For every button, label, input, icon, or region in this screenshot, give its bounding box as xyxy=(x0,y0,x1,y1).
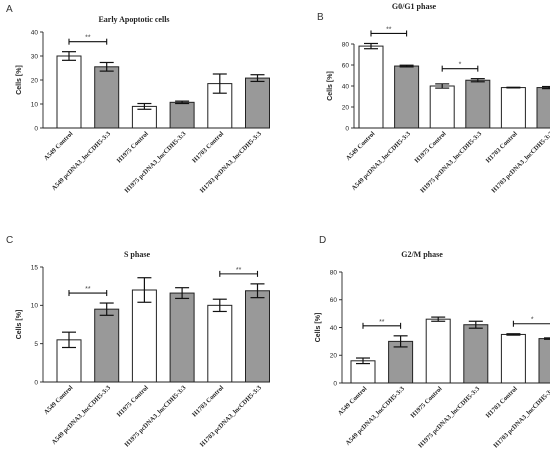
significance-label: ** xyxy=(85,286,91,293)
y-tick-label: 0 xyxy=(333,380,337,387)
significance-label: * xyxy=(531,317,534,324)
y-tick-label: 20 xyxy=(342,104,350,111)
chart-title: G2/M phase xyxy=(401,250,443,259)
y-tick-label: 10 xyxy=(31,303,39,310)
bar xyxy=(388,340,414,384)
x-tick-label: A549 pcDNA3_lncCDH5-3:3 xyxy=(351,130,413,192)
bar xyxy=(463,324,489,384)
bar xyxy=(94,66,120,129)
x-tick-label: H1703 Control xyxy=(191,130,225,164)
y-axis-label: Cells [%] xyxy=(16,310,23,340)
panel-letter: D xyxy=(319,235,326,246)
significance-bracket: ** xyxy=(68,286,108,297)
x-tick-label: H1975 pcDNA3_lncCDH5-3:3 xyxy=(123,384,188,449)
x-tick-label: H1975 Control xyxy=(414,130,448,164)
significance-bracket: ** xyxy=(68,35,108,45)
significance-bracket: ** xyxy=(370,26,408,37)
bar xyxy=(465,79,491,129)
significance-label: ** xyxy=(379,319,385,326)
bar xyxy=(358,45,384,129)
panel-letter: A xyxy=(6,4,13,15)
y-tick-label: 20 xyxy=(31,77,39,84)
significance-bracket: * xyxy=(441,62,479,72)
y-tick-label: 40 xyxy=(31,29,39,36)
y-tick-label: 80 xyxy=(330,269,338,276)
significance-label: ** xyxy=(236,267,242,274)
bar xyxy=(169,292,195,383)
bar xyxy=(536,87,550,129)
significance-bracket: ** xyxy=(219,267,259,277)
significance-label: ** xyxy=(386,26,392,33)
y-tick-label: 40 xyxy=(330,325,338,332)
chart-title: S phase xyxy=(124,250,150,259)
bar xyxy=(131,289,157,383)
chart-title: G0/G1 phase xyxy=(392,2,437,11)
significance-bracket: ** xyxy=(362,319,402,329)
x-tick-label: H1975 pcDNA3_lncCDH5-3:3 xyxy=(123,130,188,195)
bar xyxy=(94,308,120,383)
y-tick-label: 20 xyxy=(330,353,338,360)
x-tick-label: H1703 Control xyxy=(191,384,225,418)
x-tick-label: A549 Control xyxy=(43,384,75,416)
x-tick-label: H1975 Control xyxy=(410,385,444,419)
x-tick-label: H1703 Control xyxy=(485,385,519,419)
y-tick-label: 40 xyxy=(342,83,350,90)
bar xyxy=(245,77,270,129)
bar xyxy=(500,87,526,129)
x-tick-label: A549 Control xyxy=(337,385,369,417)
y-tick-label: 10 xyxy=(31,101,39,108)
y-tick-label: 5 xyxy=(34,341,38,348)
y-axis-label: Cells [%] xyxy=(327,71,334,101)
bar xyxy=(207,304,233,383)
y-tick-label: 30 xyxy=(31,53,39,60)
bar xyxy=(500,333,526,384)
y-tick-label: 15 xyxy=(31,264,39,271)
x-tick-label: A549 Control xyxy=(43,130,75,162)
bar xyxy=(56,339,82,383)
panel-letter: B xyxy=(317,12,324,23)
y-axis-label: Cells [%] xyxy=(315,313,322,343)
y-tick-label: 0 xyxy=(34,125,38,132)
chart-title: Early Apoptotic cells xyxy=(98,15,169,24)
panel-letter: C xyxy=(6,235,13,246)
significance-bracket: * xyxy=(512,317,550,327)
bar xyxy=(538,338,550,384)
x-tick-label: H1975 pcDNA3_lncCDH5-3:3 xyxy=(419,130,484,195)
x-tick-label: H1703 Control xyxy=(485,130,519,164)
x-tick-label: H1975 Control xyxy=(116,130,150,164)
panel-a: A Early Apoptotic cells 0 10 20 30 40 Cells [%]… xyxy=(6,4,270,195)
bar xyxy=(245,290,270,383)
y-tick-label: 80 xyxy=(342,41,350,48)
y-axis-label: Cells [%] xyxy=(16,65,23,95)
bar xyxy=(394,65,420,129)
x-tick-label: H1703 pcDNA3_lncCDH5-3:3 xyxy=(490,130,550,195)
x-tick-label: H1703 pcDNA3_lncCDH5-3:3 xyxy=(199,130,264,195)
x-tick-label: H1703 pcDNA3_lncCDH5-3:3 xyxy=(199,384,264,449)
x-tick-label: H1703 pcDNA3_lncCDH5-3:3 xyxy=(492,385,550,450)
y-tick-label: 60 xyxy=(330,297,338,304)
panel-d: D G2/M phase 0 20 40 60 80 Cells [%] A549 Contro… xyxy=(315,235,550,450)
significance-label: * xyxy=(459,62,462,69)
x-tick-label: A549 Control xyxy=(345,130,377,162)
x-tick-label: H1975 pcDNA3_lncCDH5-3:3 xyxy=(417,385,482,450)
bar xyxy=(169,101,195,129)
y-tick-label: 0 xyxy=(34,379,38,386)
panel-b: B G0/G1 phase 0 20 40 60 80 Cells [%] A549 Contr… xyxy=(317,2,550,195)
y-tick-label: 60 xyxy=(342,62,350,69)
significance-label: ** xyxy=(85,35,91,42)
bar xyxy=(429,85,455,129)
bar xyxy=(56,55,82,129)
bar xyxy=(425,318,451,384)
x-tick-label: H1975 Control xyxy=(116,384,150,418)
y-tick-label: 0 xyxy=(345,125,349,132)
